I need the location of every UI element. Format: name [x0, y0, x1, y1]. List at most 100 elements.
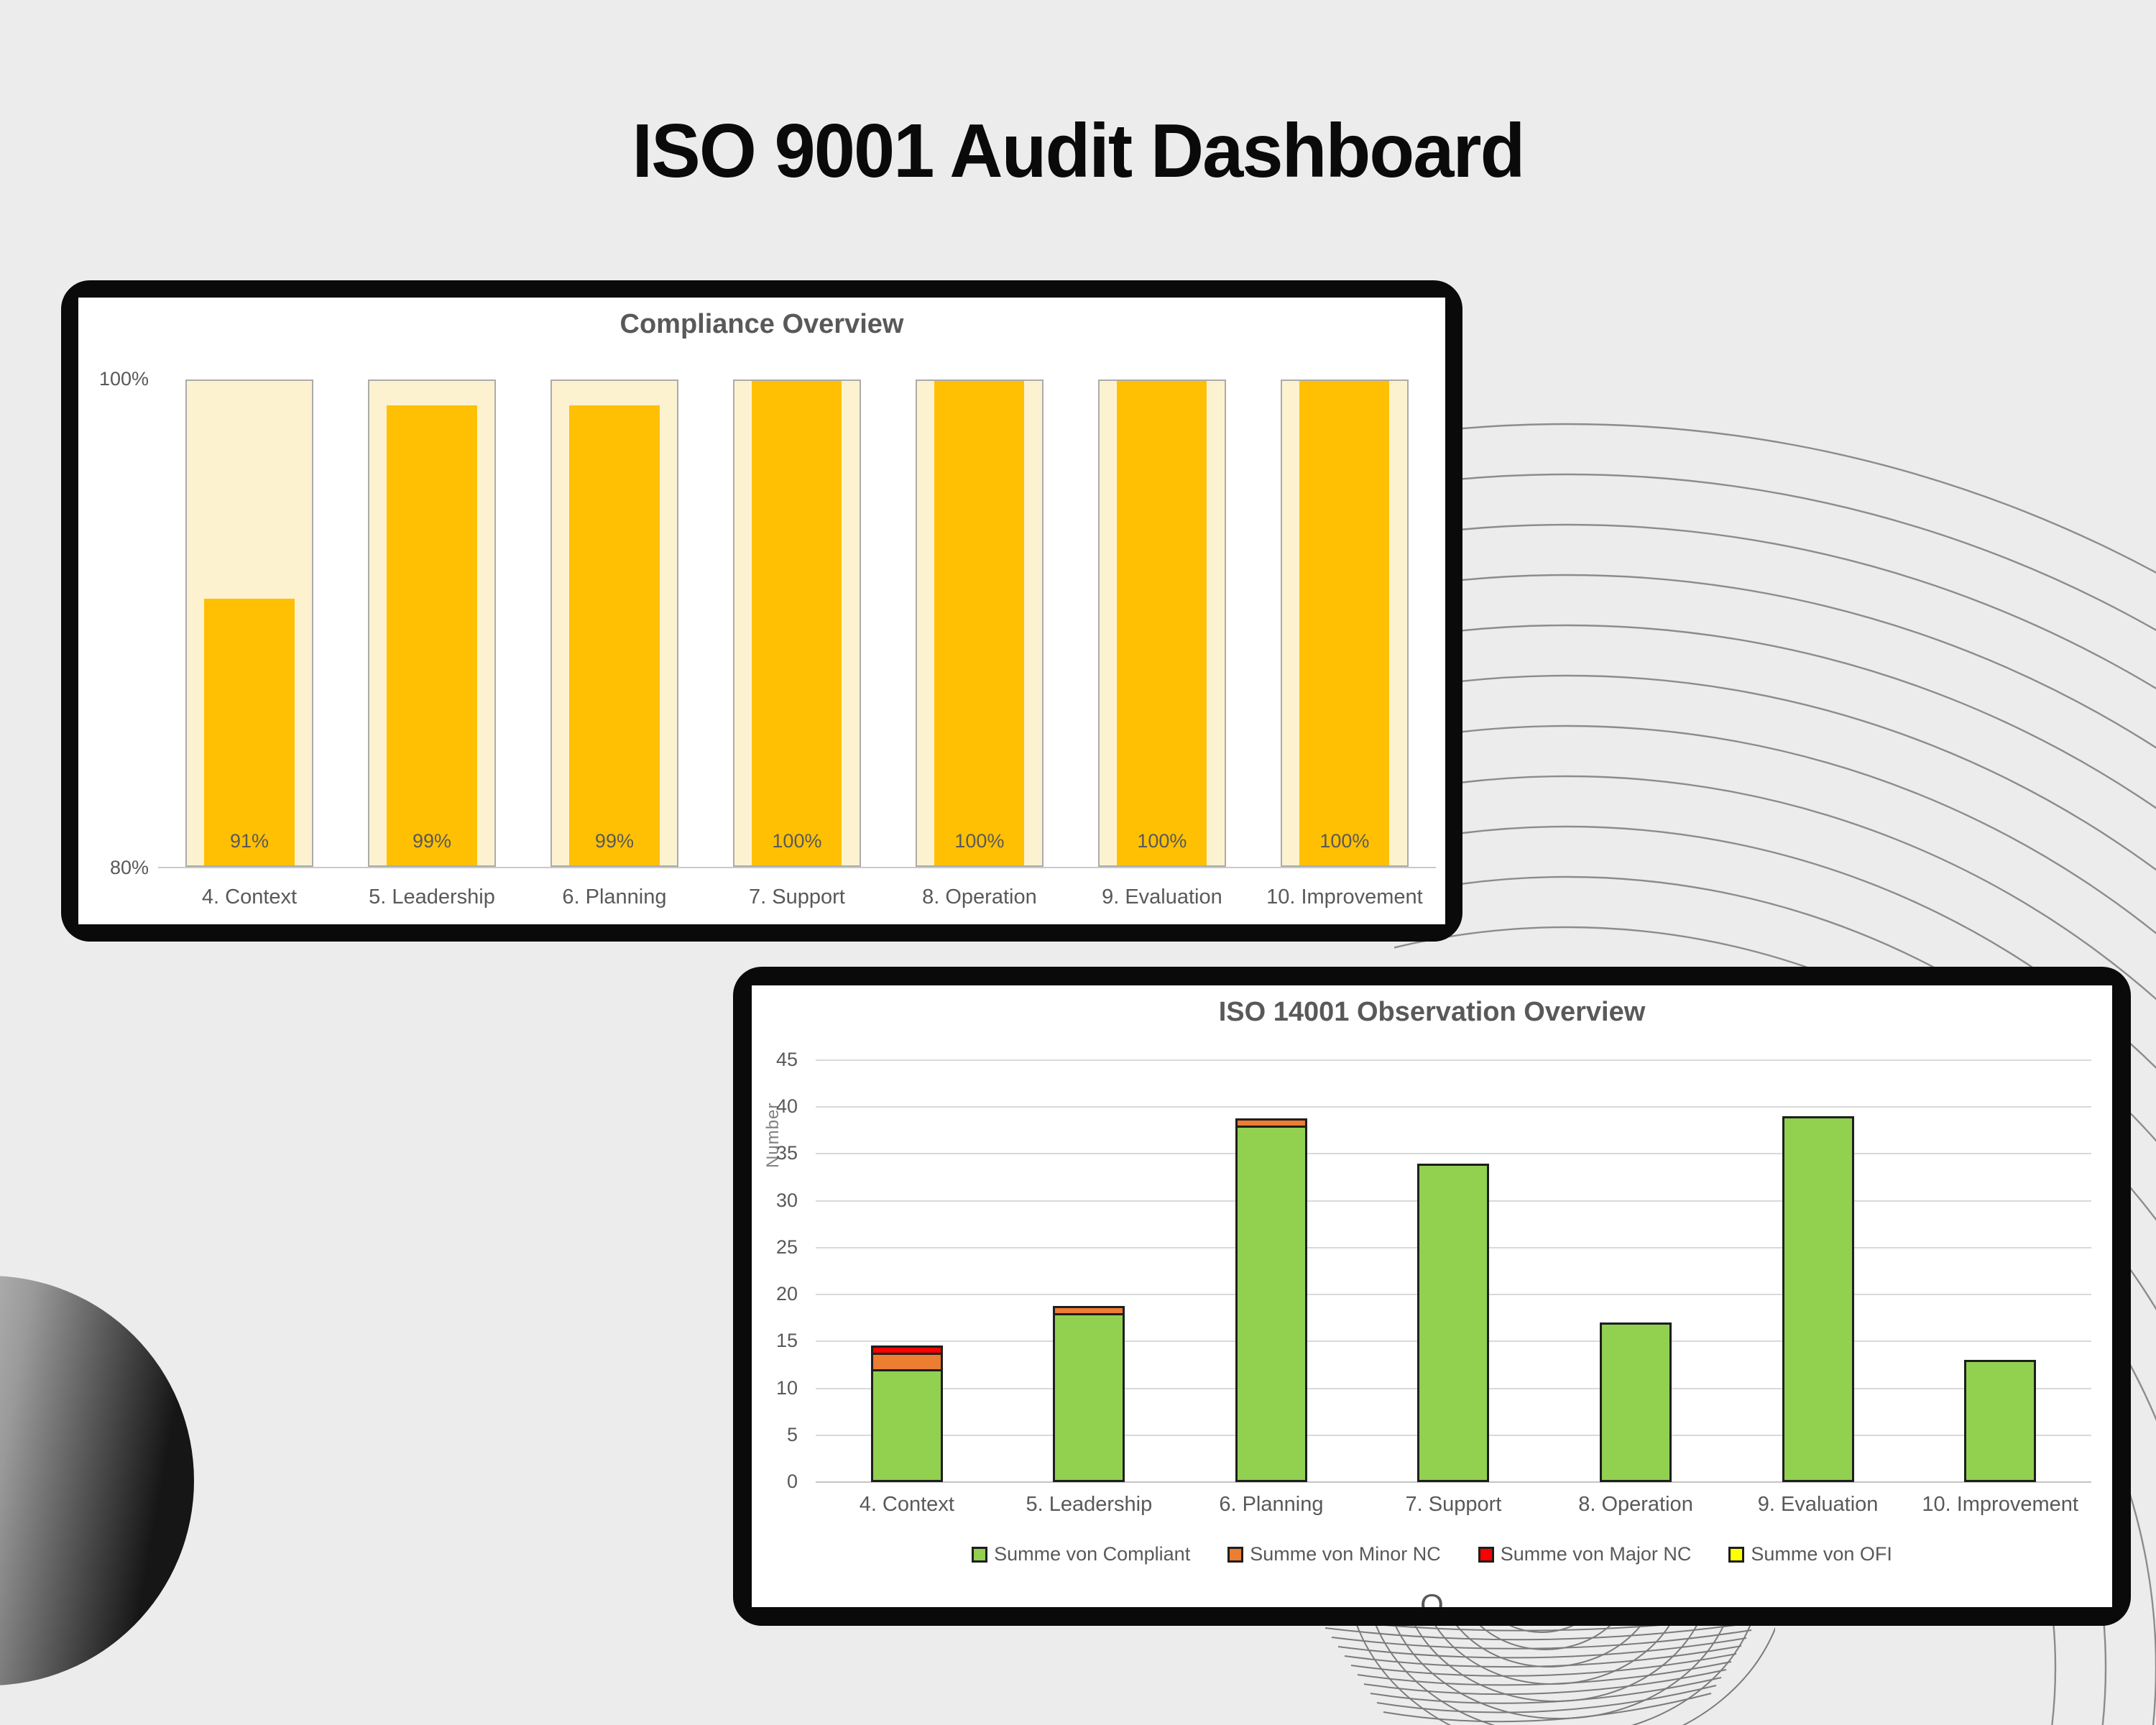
- bar-fill: [387, 405, 477, 865]
- bar-slot: [1727, 1060, 1909, 1482]
- bar-segment: [1053, 1313, 1125, 1482]
- legend-label: Summe von Compliant: [994, 1543, 1191, 1565]
- bar-track: 100%: [733, 380, 861, 867]
- y-axis-tick: 0: [786, 1471, 798, 1492]
- y-axis-tick: 5: [786, 1423, 798, 1445]
- bar-slot: [1180, 1060, 1363, 1482]
- bars: [816, 1060, 2091, 1482]
- gridline: [816, 1059, 2091, 1061]
- gridline: [816, 1106, 2091, 1108]
- plot-area: 91% 99% 99% 100% 100% 100% 100%: [158, 380, 1436, 868]
- y-axis-tick: 35: [775, 1142, 798, 1164]
- gridline: [816, 1153, 2091, 1155]
- y-axis-tick: 15: [775, 1330, 798, 1352]
- bar-slot: [998, 1060, 1181, 1482]
- bar-segment: [870, 1369, 943, 1482]
- bar-segment: [1235, 1126, 1307, 1482]
- stacked-bar: [1053, 1306, 1125, 1482]
- bar-track: 99%: [368, 380, 496, 867]
- bar-segment: [1964, 1360, 2037, 1482]
- category-label: 4. Context: [201, 886, 298, 908]
- category-label: 8. Operation: [922, 886, 1037, 908]
- bar-slot: 100%: [1071, 380, 1253, 867]
- bar-slot: 99%: [341, 380, 523, 867]
- legend-item: Summe von Compliant: [972, 1543, 1190, 1565]
- bar-value-label: 99%: [412, 830, 451, 852]
- bar-value-label: 100%: [772, 830, 822, 852]
- bar-fill: [569, 405, 660, 865]
- bar-track: 100%: [1098, 380, 1226, 867]
- x-axis-labels: 4. Context 5. Leadership 6. Planning 7. Sup…: [816, 1493, 2091, 1517]
- category-label: 8. Operation: [1578, 1493, 1693, 1516]
- bar-fill: [204, 599, 295, 865]
- category-label: 6. Planning: [1219, 1493, 1324, 1516]
- bar-slot: [1363, 1060, 1545, 1482]
- bar-track: 91%: [185, 380, 313, 867]
- bar-slot: 100%: [888, 380, 1071, 867]
- category-label: 4. Context: [859, 1493, 954, 1516]
- stacked-bar: [1600, 1322, 1672, 1482]
- y-axis-tick: 20: [775, 1283, 798, 1305]
- chart-title: ISO 14001 Observation Overview: [1218, 997, 1646, 1027]
- bar-value-label: 100%: [954, 830, 1005, 852]
- legend-label: Summe von Minor NC: [1250, 1543, 1441, 1565]
- legend-item: Summe von OFI: [1728, 1543, 1892, 1565]
- y-axis-ticks: 0 5 10 15 20 25 30 35 40 45: [752, 1049, 798, 1492]
- y-axis-tick: 45: [775, 1049, 798, 1070]
- gradient-sphere-decoration: [0, 1276, 194, 1685]
- stacked-bar: [1782, 1116, 1854, 1482]
- category-label: 5. Leadership: [1026, 1493, 1153, 1516]
- legend-swatch: [1227, 1546, 1244, 1563]
- bar-slot: [1909, 1060, 2091, 1482]
- bar-track: 100%: [916, 380, 1044, 867]
- bar-fill: [1117, 381, 1207, 865]
- stacked-bar: [1964, 1360, 2037, 1482]
- category-label: 5. Leadership: [369, 886, 495, 908]
- bar-fill: [934, 381, 1025, 865]
- bar-segment: [1417, 1163, 1490, 1482]
- bar-slot: 99%: [523, 380, 706, 867]
- y-axis-tick: 100%: [98, 368, 149, 390]
- bar-slot: 100%: [1253, 380, 1436, 867]
- category-label: 9. Evaluation: [1102, 886, 1222, 908]
- category-label: 10. Improvement: [1922, 1493, 2078, 1516]
- category-label: 7. Support: [749, 886, 845, 908]
- gridline: [816, 1481, 2091, 1483]
- bar-value-label: 91%: [229, 830, 269, 852]
- category-label: 7. Support: [1405, 1493, 1502, 1516]
- category-label: 10. Improvement: [1266, 886, 1423, 908]
- category-label: 6. Planning: [562, 886, 667, 908]
- stacked-bar: [870, 1346, 943, 1482]
- bar-slot: [816, 1060, 998, 1482]
- bar-value-label: 100%: [1137, 830, 1187, 852]
- legend-label: Summe von OFI: [1751, 1543, 1892, 1565]
- x-axis-labels: 4. Context 5. Leadership 6. Planning 7. Sup…: [158, 886, 1436, 909]
- legend-swatch: [1728, 1546, 1745, 1563]
- plot-area: [816, 1059, 2091, 1483]
- legend-swatch: [1478, 1546, 1494, 1563]
- y-axis-tick: 80%: [109, 857, 149, 878]
- compliance-overview-chart: Compliance Overview 100% 80% 91% 99% 99% 10…: [78, 298, 1445, 924]
- y-axis-tick: 10: [775, 1376, 798, 1399]
- bar-value-label: 99%: [594, 830, 634, 852]
- legend-item: Summe von Minor NC: [1227, 1543, 1441, 1565]
- clipped-axis-title: O: [1420, 1588, 1444, 1607]
- bar-segment: [1782, 1116, 1854, 1482]
- bar-track: 100%: [1281, 380, 1409, 867]
- bar-slot: 100%: [706, 380, 888, 867]
- page-title: ISO 9001 Audit Dashboard: [632, 109, 1526, 193]
- legend-swatch: [972, 1546, 988, 1563]
- bar-segment: [1600, 1322, 1672, 1482]
- category-label: 9. Evaluation: [1757, 1493, 1879, 1516]
- bar-slot: 91%: [158, 380, 341, 867]
- chart-title: Compliance Overview: [619, 309, 904, 339]
- legend-label: Summe von Major NC: [1500, 1543, 1692, 1565]
- bar-value-label: 100%: [1319, 830, 1370, 852]
- y-axis-tick: 25: [775, 1236, 798, 1258]
- bar-slot: [1544, 1060, 1727, 1482]
- stacked-bar: [1235, 1118, 1307, 1482]
- bar-track: 99%: [550, 380, 678, 867]
- legend: Summe von Compliant Summe von Minor NC Sum…: [752, 1543, 2112, 1565]
